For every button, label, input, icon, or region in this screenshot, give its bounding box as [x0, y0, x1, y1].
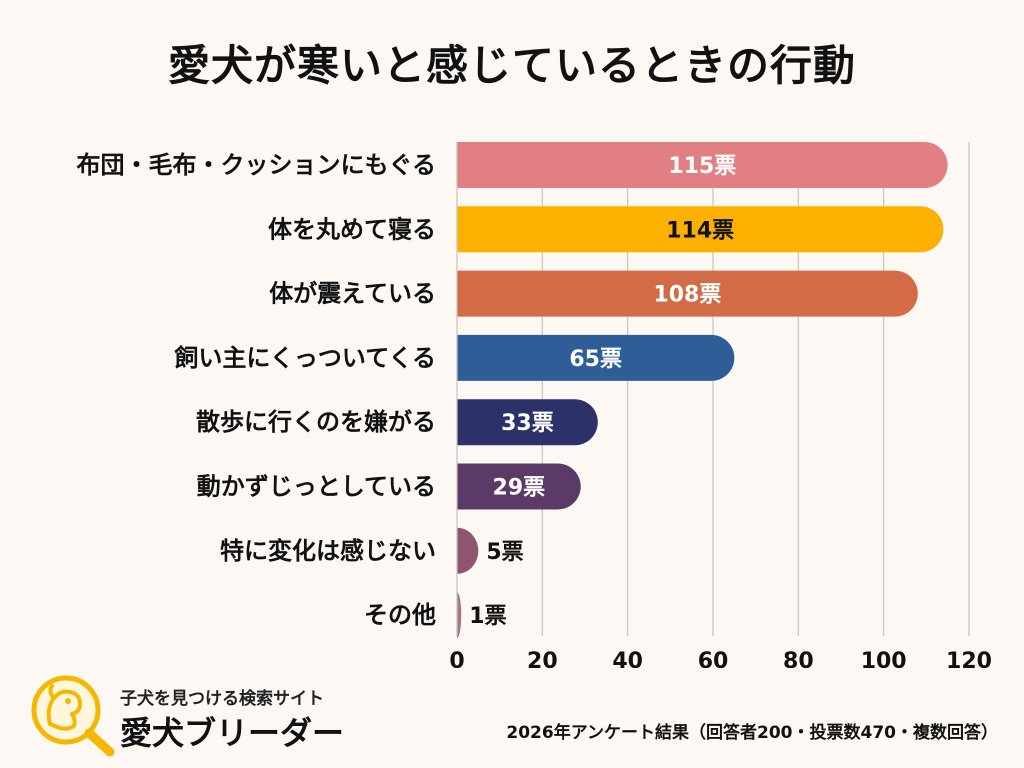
bar: [457, 527, 479, 574]
bar-value-label: 65票: [569, 347, 622, 372]
bar-value-label: 29票: [493, 476, 546, 501]
brand-name: 愛犬ブリーダー: [120, 714, 345, 752]
bar-chart: 布団・毛布・クッションにもぐる体を丸めて寝る体が震えている飼い主にくっついてくる…: [76, 142, 992, 668]
bar: [457, 270, 918, 317]
category-label: 特に変化は感じない: [220, 537, 436, 565]
survey-note: 2026年アンケート結果（回答者200・投票数470・複数回答）: [506, 723, 998, 743]
category-label: その他: [364, 601, 436, 629]
brand-tagline: 子犬を見つける検索サイト: [120, 689, 324, 709]
brand-logo-block: 子犬を見つける検索サイト 愛犬ブリーダー: [24, 668, 364, 758]
x-tick-label: 20: [527, 649, 558, 668]
bar-value-label: 33票: [501, 411, 554, 436]
category-label: 散歩に行くのを嫌がる: [196, 408, 436, 436]
dog-magnifier-icon: [31, 675, 115, 757]
bar: [457, 142, 948, 188]
bar-value-label: 5票: [486, 540, 523, 565]
category-label: 布団・毛布・クッションにもぐる: [76, 151, 436, 179]
bar: [457, 592, 462, 639]
bar-value-labels: 115票 114票 108票 65票 33票 29票 5票 1票: [469, 154, 736, 629]
x-tick-label: 0: [449, 649, 464, 668]
chart-title: 愛犬が寒いと感じているときの行動: [167, 41, 856, 90]
bar: [457, 399, 598, 446]
x-tick-label: 40: [612, 649, 643, 668]
category-label: 体が震えている: [269, 280, 436, 308]
x-tick-label: 120: [946, 649, 992, 668]
category-label: 動かずじっとしている: [197, 473, 436, 501]
x-tick-label: 80: [783, 649, 814, 668]
category-label: 体を丸めて寝る: [268, 215, 436, 243]
bar: [457, 334, 735, 381]
bar-value-label: 108票: [653, 283, 721, 308]
bars: [457, 142, 948, 639]
x-tick-labels: 0 20 40 60 80 100 120: [449, 649, 992, 668]
category-labels: 布団・毛布・クッションにもぐる体を丸めて寝る体が震えている飼い主にくっついてくる…: [76, 151, 436, 629]
x-tick-label: 60: [698, 649, 729, 668]
x-tick-label: 100: [861, 649, 907, 668]
category-label: 飼い主にくっついてくる: [174, 344, 436, 372]
bar-value-label: 1票: [469, 604, 506, 629]
bar-value-label: 114票: [666, 218, 734, 243]
bar: [457, 206, 944, 253]
bar-value-label: 115票: [668, 154, 736, 179]
bar: [457, 463, 581, 510]
